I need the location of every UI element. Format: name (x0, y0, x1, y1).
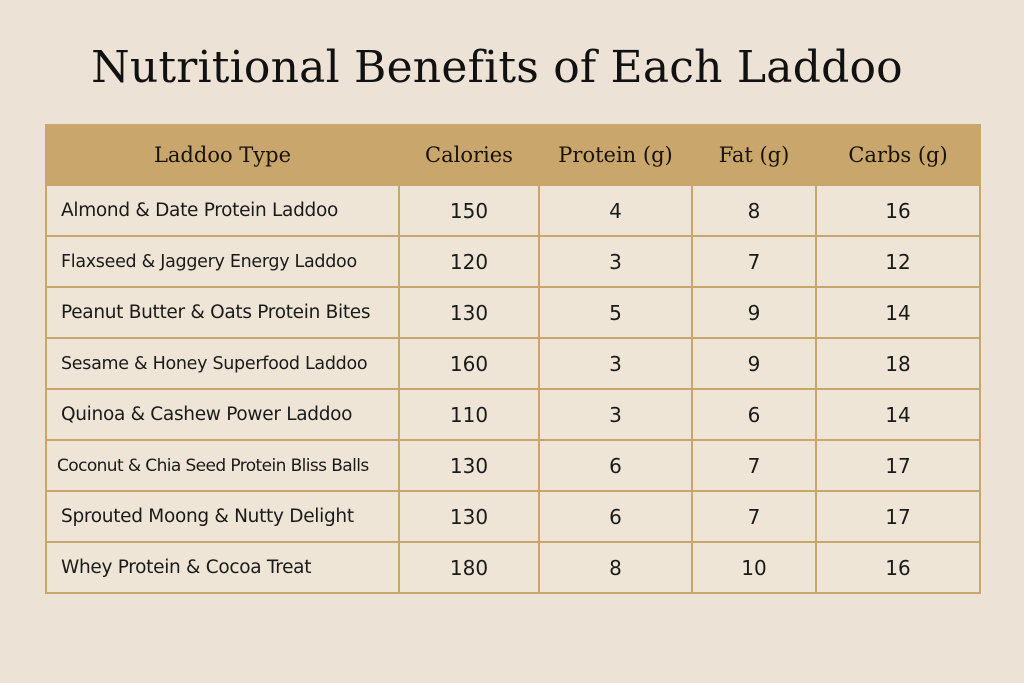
cell-fat: 7 (691, 235, 817, 288)
table-row: Sprouted Moong & Nutty Delight 130 6 7 1… (45, 490, 981, 543)
table-row: Almond & Date Protein Laddoo 150 4 8 16 (45, 184, 981, 237)
cell-fat: 10 (691, 541, 817, 594)
cell-fat: 9 (691, 286, 817, 339)
table-row: Coconut & Chia Seed Protein Bliss Balls … (45, 439, 981, 492)
cell-carbs: 18 (815, 337, 981, 390)
cell-calories: 130 (398, 286, 540, 339)
cell-carbs: 17 (815, 439, 981, 492)
table-row: Peanut Butter & Oats Protein Bites 130 5… (45, 286, 981, 339)
cell-laddoo-type: Peanut Butter & Oats Protein Bites (45, 286, 400, 339)
cell-fat: 6 (691, 388, 817, 441)
cell-laddoo-type: Whey Protein & Cocoa Treat (45, 541, 400, 594)
table-row: Sesame & Honey Superfood Laddoo 160 3 9 … (45, 337, 981, 390)
cell-laddoo-type: Sprouted Moong & Nutty Delight (45, 490, 400, 543)
cell-protein: 4 (538, 184, 693, 237)
cell-calories: 180 (398, 541, 540, 594)
cell-calories: 110 (398, 388, 540, 441)
cell-carbs: 16 (815, 541, 981, 594)
nutrition-table: Laddoo Type Calories Protein (g) Fat (g)… (45, 124, 981, 594)
header-calories: Calories (398, 124, 540, 186)
cell-calories: 150 (398, 184, 540, 237)
cell-calories: 130 (398, 490, 540, 543)
cell-fat: 9 (691, 337, 817, 390)
cell-calories: 160 (398, 337, 540, 390)
cell-carbs: 17 (815, 490, 981, 543)
header-laddoo-type: Laddoo Type (45, 124, 400, 186)
cell-carbs: 12 (815, 235, 981, 288)
cell-carbs: 16 (815, 184, 981, 237)
cell-calories: 130 (398, 439, 540, 492)
cell-laddoo-type: Sesame & Honey Superfood Laddoo (45, 337, 400, 390)
cell-carbs: 14 (815, 286, 981, 339)
cell-fat: 7 (691, 490, 817, 543)
cell-protein: 5 (538, 286, 693, 339)
nutrition-table-container: Laddoo Type Calories Protein (g) Fat (g)… (45, 124, 981, 594)
cell-protein: 6 (538, 490, 693, 543)
header-carbs: Carbs (g) (815, 124, 981, 186)
cell-protein: 3 (538, 337, 693, 390)
cell-carbs: 14 (815, 388, 981, 441)
cell-laddoo-type: Flaxseed & Jaggery Energy Laddoo (45, 235, 400, 288)
header-protein: Protein (g) (538, 124, 693, 186)
cell-laddoo-type: Coconut & Chia Seed Protein Bliss Balls (45, 439, 400, 492)
table-row: Quinoa & Cashew Power Laddoo 110 3 6 14 (45, 388, 981, 441)
table-header-row: Laddoo Type Calories Protein (g) Fat (g)… (45, 124, 981, 186)
cell-fat: 8 (691, 184, 817, 237)
cell-laddoo-type: Almond & Date Protein Laddoo (45, 184, 400, 237)
table-row: Whey Protein & Cocoa Treat 180 8 10 16 (45, 541, 981, 594)
cell-fat: 7 (691, 439, 817, 492)
cell-protein: 3 (538, 235, 693, 288)
page-title: Nutritional Benefits of Each Laddoo (91, 42, 903, 93)
cell-protein: 3 (538, 388, 693, 441)
cell-calories: 120 (398, 235, 540, 288)
table-row: Flaxseed & Jaggery Energy Laddoo 120 3 7… (45, 235, 981, 288)
header-fat: Fat (g) (691, 124, 817, 186)
cell-protein: 8 (538, 541, 693, 594)
cell-laddoo-type: Quinoa & Cashew Power Laddoo (45, 388, 400, 441)
cell-protein: 6 (538, 439, 693, 492)
